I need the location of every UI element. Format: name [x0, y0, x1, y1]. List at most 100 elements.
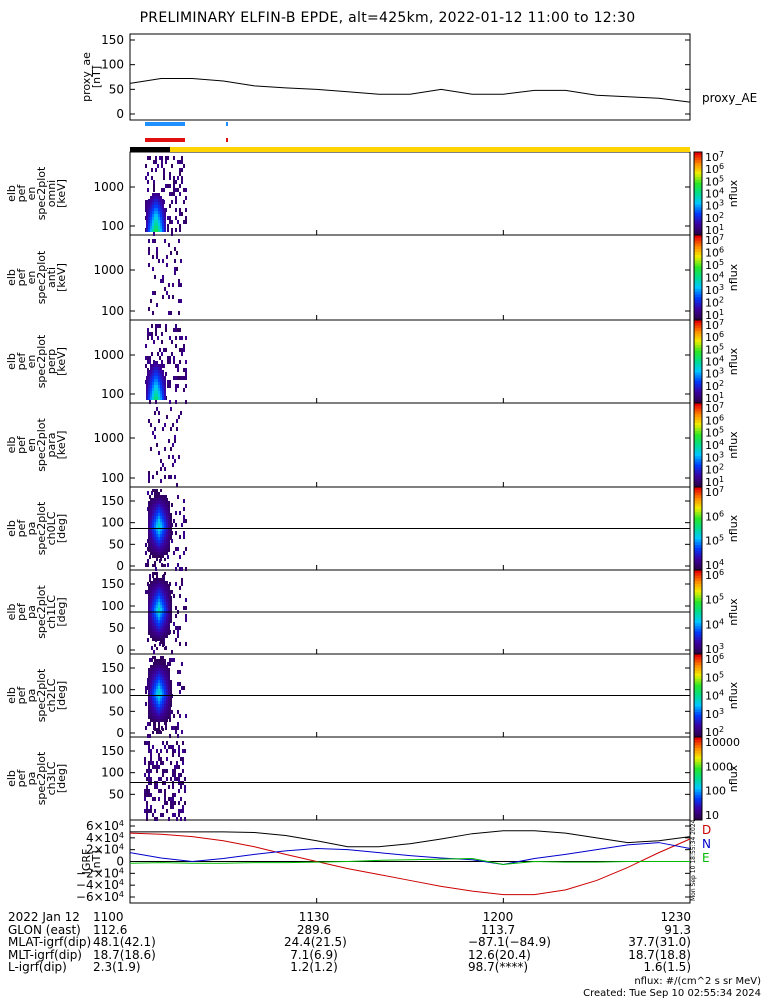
- spectro-pixel: [158, 419, 160, 423]
- spectro-pixel: [158, 725, 160, 728]
- colorbar-cell: [694, 592, 702, 596]
- spectro-pixel: [162, 504, 164, 507]
- colorbar-cell: [694, 196, 702, 200]
- spectro-pixel: [185, 642, 187, 646]
- spectro-pixel: [162, 501, 164, 504]
- spectro-pixel: [154, 391, 156, 394]
- spectro-pixel: [152, 373, 154, 376]
- colorbar-cell: [694, 283, 702, 287]
- spectro-pixel: [145, 726, 147, 730]
- spectro-pixel: [152, 614, 154, 617]
- spectro-pixel: [150, 513, 152, 516]
- spectro-pixel: [168, 626, 170, 629]
- spectro-pixel: [168, 707, 170, 710]
- colorbar-cell: [694, 342, 702, 346]
- spectro-pixel: [166, 587, 168, 590]
- spectro-pixel: [160, 394, 162, 397]
- spectro-pixel: [168, 620, 170, 623]
- spectro-pixel: [158, 680, 160, 683]
- spectro-pixel: [177, 188, 179, 192]
- spectro-pixel: [160, 668, 162, 671]
- spectro-pixel: [152, 217, 154, 220]
- spectro-pixel: [145, 364, 147, 368]
- spectro-pixel: [156, 519, 158, 522]
- spectro-pixel: [155, 400, 157, 404]
- colorbar-cell: [694, 542, 702, 546]
- spectro-pixel: [152, 695, 154, 698]
- spectro-pixel: [164, 587, 166, 590]
- spectro-pixel: [158, 599, 160, 602]
- spectro-pixel: [160, 205, 162, 208]
- spectro-pixel: [154, 590, 156, 593]
- spectro-pixel: [167, 228, 169, 232]
- spectro-pixel: [185, 196, 187, 200]
- colorbar-cell: [694, 473, 702, 477]
- spectro-pixel: [183, 499, 185, 503]
- spectro-pixel: [180, 797, 182, 801]
- spectro-pixel: [183, 220, 185, 224]
- colorbar-cell: [694, 380, 702, 385]
- spectro-pixel: [156, 698, 158, 701]
- spectro-pixel: [150, 507, 152, 510]
- spectro-pixel: [150, 208, 152, 211]
- spectro-pixel: [182, 805, 184, 809]
- spectro-pixel: [160, 382, 162, 385]
- colorbar-cell: [694, 564, 702, 568]
- colorbar-cell: [694, 567, 702, 571]
- spectro-pixel: [160, 713, 162, 716]
- y-tick-label: 150: [101, 494, 124, 508]
- spectro-pixel: [145, 563, 147, 567]
- colorbar-cell: [694, 389, 702, 393]
- spectro-pixel: [148, 397, 150, 400]
- spectro-pixel: [154, 629, 156, 632]
- spectro-pixel: [156, 614, 158, 617]
- colorbar-cell: [694, 394, 702, 398]
- spectro-pixel: [164, 287, 166, 291]
- colorbar-cell: [694, 221, 702, 225]
- colorbar-cell: [694, 678, 702, 683]
- spectro-pixel: [154, 797, 156, 801]
- spectro-pixel: [170, 692, 172, 695]
- spectro-pixel: [171, 228, 173, 232]
- spectro-pixel: [166, 769, 168, 773]
- spectro-pixel: [156, 602, 158, 605]
- spectro-pixel: [158, 546, 160, 549]
- colorbar-cell: [694, 212, 702, 217]
- spectro-pixel: [158, 789, 160, 793]
- spectro-pixel: [152, 671, 154, 674]
- spectro-pixel: [158, 525, 160, 528]
- units-note: nflux: #/(cm^2 s sr MeV): [634, 976, 761, 987]
- legend-E: E: [702, 851, 710, 865]
- colorbar-cell: [694, 687, 702, 691]
- spectro-pixel: [158, 698, 160, 701]
- spectro-pixel: [158, 659, 160, 662]
- spectro-pixel: [152, 214, 154, 217]
- ylabel-line: ch3LC: [45, 761, 58, 795]
- colorbar-cell: [694, 193, 702, 197]
- spectro-pixel: [170, 447, 172, 451]
- spectro-pixel: [185, 567, 187, 571]
- spectro-pixel: [166, 510, 168, 513]
- spectro-pixel: [150, 620, 152, 623]
- spectro-pixel: [151, 658, 153, 662]
- spectro-pixel: [160, 516, 162, 519]
- spectro-pixel: [154, 435, 156, 439]
- colorbar-cell: [694, 759, 702, 763]
- spectro-pixel: [172, 769, 174, 773]
- spectro-pixel: [166, 415, 168, 419]
- spectro-pixel: [158, 531, 160, 534]
- spectro-pixel: [176, 765, 178, 769]
- spectro-pixel: [164, 239, 166, 243]
- spectro-pixel: [168, 475, 170, 479]
- spectro-pixel: [183, 188, 185, 192]
- colorbar-cell: [694, 383, 702, 387]
- spectro-pixel: [162, 593, 164, 596]
- spectro-pixel: [150, 388, 152, 391]
- spectro-pixel: [154, 427, 156, 431]
- spectro-pixel: [158, 522, 160, 525]
- spectro-pixel: [162, 605, 164, 608]
- ylabel-line: pef: [15, 769, 28, 788]
- spectro-pixel: [162, 202, 164, 205]
- colorbar-cell: [694, 667, 702, 672]
